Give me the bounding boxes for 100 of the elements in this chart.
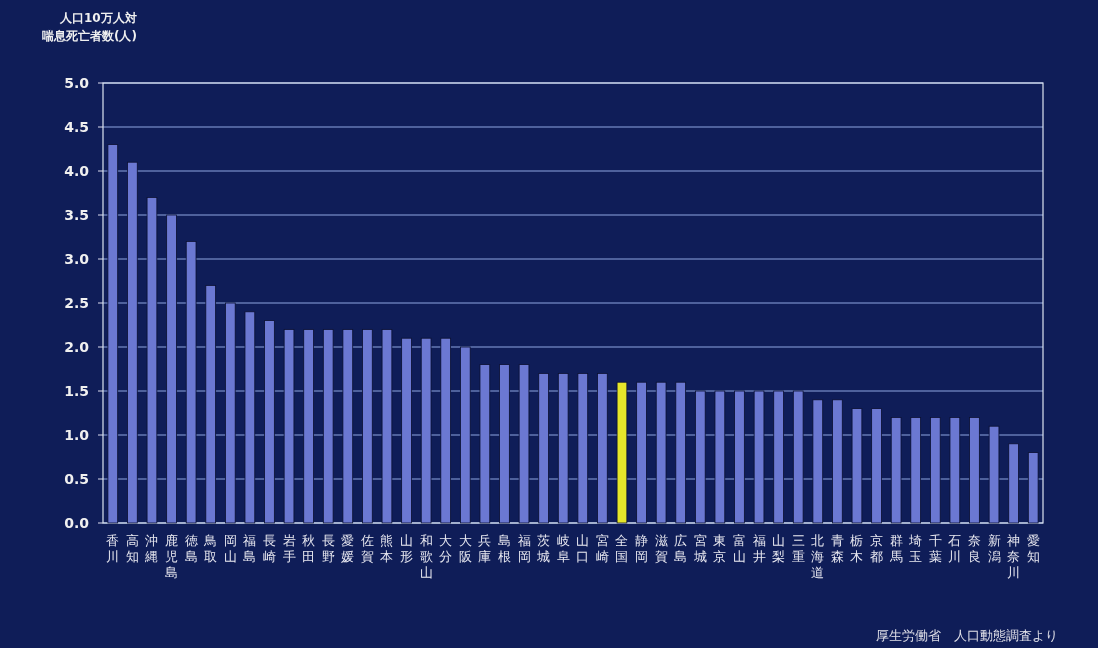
x-tick-label: 三重 (791, 533, 805, 564)
bar (792, 390, 804, 524)
x-tick-label: 長崎 (262, 533, 276, 564)
bar (460, 346, 471, 524)
bar (675, 381, 686, 524)
bar (851, 408, 863, 524)
y-tick-label: 4.0 (64, 163, 90, 179)
x-tick-label: 新潟 (987, 533, 1001, 564)
bar (538, 373, 549, 524)
x-tick-label: 岩手 (282, 533, 296, 564)
x-tick-label: 青森 (830, 533, 844, 564)
bar (518, 364, 530, 524)
bar (264, 320, 275, 524)
x-tick-label: 福井 (752, 533, 766, 564)
bar (205, 285, 216, 524)
bar (244, 311, 256, 524)
x-tick-label: 熊本 (380, 533, 394, 564)
bar (734, 390, 745, 524)
bar (499, 364, 510, 524)
y-tick-label: 3.0 (64, 251, 90, 267)
y-tick-label: 5.0 (64, 75, 90, 91)
x-tick-label: 鹿児島 (165, 533, 179, 580)
x-tick-label: 秋田 (302, 533, 316, 564)
bar (283, 329, 295, 524)
bar (910, 417, 921, 524)
bar (949, 417, 961, 524)
bar (988, 425, 1000, 524)
x-tick-label: 山口 (576, 533, 590, 564)
x-tick-label: 香川 (106, 533, 120, 564)
x-tick-label: 茨城 (536, 533, 551, 564)
x-tick-label: 奈良 (967, 533, 981, 564)
x-tick-label: 高知 (125, 533, 139, 564)
y-tick-label: 2.0 (64, 339, 90, 355)
bar (166, 214, 177, 524)
x-tick-label: 福島 (243, 533, 257, 564)
text: 厚生労働省 人口動態調査より (876, 628, 1058, 643)
bar (714, 390, 726, 524)
bar (597, 373, 608, 524)
bar (342, 329, 354, 524)
x-tick-label: 和歌山 (419, 533, 433, 580)
x-tick-label: 宮崎 (595, 533, 609, 564)
x-tick-label: 愛知 (1026, 533, 1040, 564)
bar (930, 417, 941, 524)
x-tick-label: 埼玉 (908, 533, 923, 564)
x-tick-label: 広島 (674, 533, 688, 564)
x-tick-label: 静岡 (635, 533, 649, 564)
x-tick-label: 富山 (732, 533, 746, 564)
y-tick-label: 1.5 (64, 383, 89, 399)
bar (616, 381, 628, 524)
bar (753, 390, 765, 524)
bar (636, 381, 647, 524)
bar (479, 364, 491, 524)
x-tick-label: 岐阜 (556, 533, 570, 564)
x-tick-label: 京都 (870, 533, 884, 564)
bar (127, 161, 138, 524)
x-tick-label: 岡山 (223, 533, 237, 564)
bar (225, 302, 236, 524)
bar (107, 144, 119, 524)
x-tick-label: 群馬 (888, 533, 903, 564)
bar (812, 399, 824, 524)
x-tick-label: 千葉 (928, 533, 942, 564)
x-tick-label: 滋賀 (654, 533, 668, 564)
bar (655, 381, 667, 524)
x-tick-label: 徳島 (184, 533, 198, 564)
y-tick-label: 2.5 (64, 295, 89, 311)
y-tick-label: 0.5 (64, 471, 89, 487)
x-tick-label: 山梨 (772, 533, 786, 564)
chart-title: 人口10万人対 (59, 11, 137, 25)
x-tick-label: 鳥取 (203, 533, 218, 564)
bar (381, 329, 393, 524)
y-tick-label: 4.5 (64, 119, 89, 135)
bar (890, 417, 902, 524)
x-tick-label: 宮城 (692, 533, 707, 564)
x-tick-label: 山形 (400, 533, 414, 564)
x-tick-label: 愛媛 (341, 533, 355, 564)
bar (362, 329, 373, 524)
x-tick-label: 兵庫 (478, 533, 492, 564)
x-tick-label: 大阪 (458, 533, 472, 564)
x-tick-label: 神奈川 (1007, 533, 1021, 580)
bar (773, 390, 784, 524)
y-tick-label: 0.0 (64, 515, 90, 531)
bar (871, 408, 882, 524)
bar (557, 373, 569, 524)
bar (185, 241, 197, 524)
bar (146, 197, 158, 524)
x-tick-label: 沖縄 (144, 533, 159, 564)
x-tick-label: 大分 (439, 533, 453, 564)
x-tick-label: 福岡 (517, 533, 531, 564)
x-tick-label: 栃木 (850, 533, 864, 564)
bar (695, 390, 706, 524)
x-tick-label: 東京 (713, 533, 727, 564)
bar (401, 337, 412, 524)
bar (322, 329, 334, 524)
x-tick-label: 全国 (615, 533, 629, 564)
bar (832, 399, 843, 524)
bar (440, 337, 451, 524)
x-tick-label: 北海道 (811, 533, 825, 580)
bar (577, 373, 589, 524)
y-tick-label: 1.0 (64, 427, 90, 443)
x-tick-label: 石川 (948, 533, 962, 564)
